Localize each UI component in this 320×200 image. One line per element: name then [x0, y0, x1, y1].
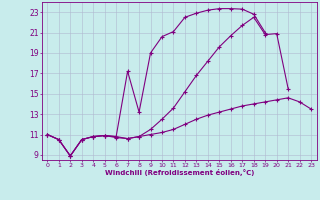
X-axis label: Windchill (Refroidissement éolien,°C): Windchill (Refroidissement éolien,°C) — [105, 169, 254, 176]
